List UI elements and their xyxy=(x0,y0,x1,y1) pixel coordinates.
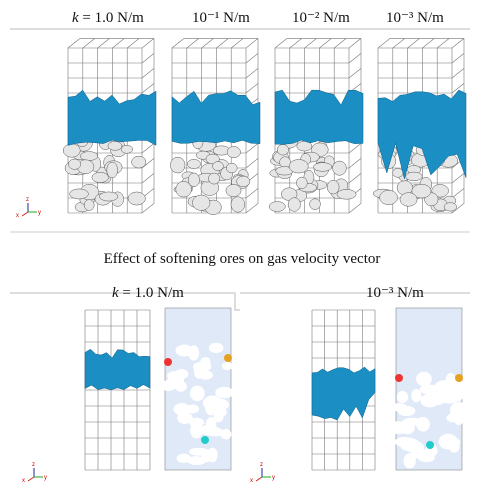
bottom-label: k = 1.0 N/m xyxy=(112,285,184,301)
axis-label: z xyxy=(32,462,35,468)
particle xyxy=(132,156,146,168)
particle xyxy=(194,364,205,379)
particle xyxy=(121,145,133,153)
top-label: 10⁻¹ N/m xyxy=(192,10,250,26)
particle xyxy=(99,192,117,201)
particle xyxy=(201,449,212,462)
particle xyxy=(289,160,308,174)
particle xyxy=(296,177,307,189)
particle xyxy=(84,200,94,211)
top-label: 10⁻² N/m xyxy=(292,10,350,26)
particle xyxy=(411,389,421,402)
velocity-mid xyxy=(426,441,434,449)
caption: Effect of softening ores on gas velocity… xyxy=(104,251,381,267)
particle xyxy=(380,190,398,204)
particle xyxy=(226,184,241,196)
particle xyxy=(420,385,439,395)
particle xyxy=(68,159,80,169)
particle xyxy=(108,141,122,150)
particle xyxy=(167,371,184,380)
top-label: 10⁻³ N/m xyxy=(386,10,444,26)
particle xyxy=(92,172,109,182)
particle xyxy=(212,162,223,171)
particle xyxy=(327,180,339,194)
particle xyxy=(187,404,199,413)
axis-label: z xyxy=(26,197,29,203)
particle xyxy=(406,441,424,453)
particle xyxy=(416,372,432,387)
velocity-hot xyxy=(455,374,463,382)
ore-layer xyxy=(312,367,375,420)
axis-arrow xyxy=(28,477,34,481)
particle xyxy=(208,173,219,184)
figure: k = 1.0 N/m 10⁻¹ N/m 10⁻² N/m 10⁻³ N/m E… xyxy=(0,0,484,491)
axis-label: y xyxy=(272,475,275,481)
particle xyxy=(63,144,80,158)
particle xyxy=(237,176,250,187)
velocity-mid xyxy=(201,436,209,444)
particle xyxy=(226,163,237,173)
particle xyxy=(170,157,185,173)
particle xyxy=(231,197,245,213)
axis-arrow xyxy=(22,212,28,216)
particle xyxy=(209,343,224,353)
axis-label: z xyxy=(260,462,263,468)
axis-label: x xyxy=(22,478,25,484)
particle xyxy=(269,202,285,212)
velocity-hot xyxy=(395,374,403,382)
particle xyxy=(313,163,331,172)
particle xyxy=(220,429,231,440)
particle xyxy=(187,159,200,168)
ore-layer xyxy=(85,349,150,390)
particle xyxy=(213,409,223,422)
axis-label: y xyxy=(44,475,47,481)
particle xyxy=(190,386,205,402)
particle xyxy=(288,198,300,212)
velocity-hot xyxy=(224,354,232,362)
particle xyxy=(337,189,356,199)
velocity-hot xyxy=(164,358,172,366)
particle xyxy=(277,144,288,155)
ore-layer xyxy=(68,90,156,145)
wireframe xyxy=(85,310,150,470)
particle xyxy=(333,161,347,175)
particle xyxy=(227,146,240,157)
ore-layer xyxy=(275,90,363,144)
particle xyxy=(445,388,464,402)
ore-layer xyxy=(172,91,260,144)
bottom-label: 10⁻³ N/m xyxy=(366,285,424,301)
top-label: k = 1.0 N/m xyxy=(72,10,144,26)
particle xyxy=(188,345,199,360)
particle xyxy=(215,387,233,398)
particle xyxy=(444,203,457,211)
particle xyxy=(310,199,321,210)
particle xyxy=(449,438,460,448)
particle xyxy=(397,406,415,416)
particle xyxy=(393,168,404,177)
particle xyxy=(402,425,413,434)
particle xyxy=(80,152,97,161)
particle xyxy=(397,391,409,403)
particle xyxy=(200,425,219,436)
particle xyxy=(203,396,223,411)
particle xyxy=(128,192,145,205)
particle xyxy=(70,189,89,199)
particle xyxy=(107,162,118,178)
axis-label: x xyxy=(16,213,19,219)
particle xyxy=(189,418,204,427)
particle xyxy=(406,172,423,181)
axis-arrow xyxy=(256,477,262,481)
particle xyxy=(416,417,430,432)
particle xyxy=(454,410,464,425)
particle xyxy=(222,362,233,370)
particle xyxy=(175,381,187,392)
axis-label: y xyxy=(38,210,41,216)
particle xyxy=(188,173,199,187)
axis-label: x xyxy=(250,478,253,484)
particle xyxy=(192,195,210,210)
particle xyxy=(400,193,417,207)
